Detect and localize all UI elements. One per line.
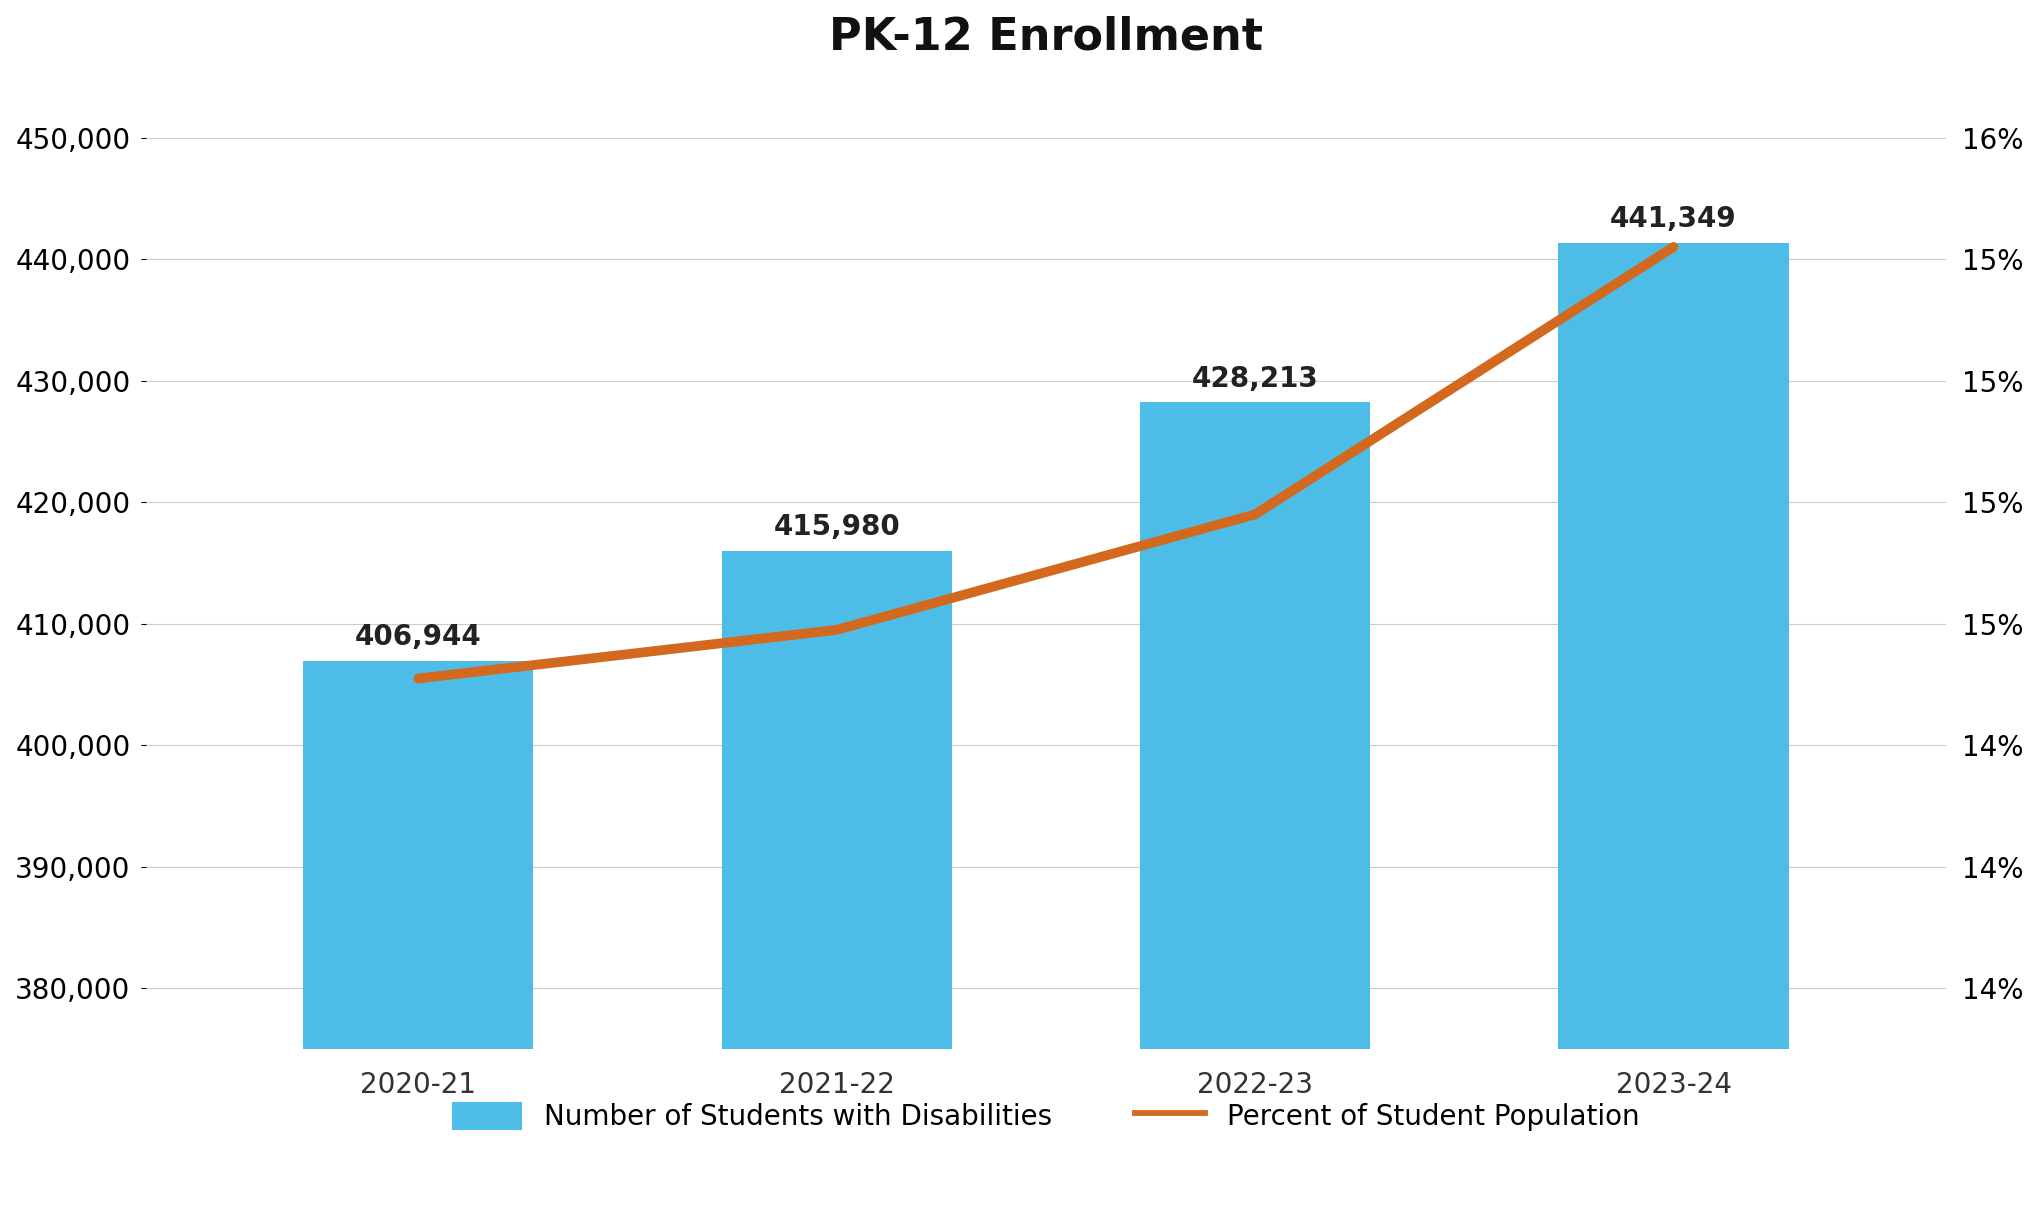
Text: 428,213: 428,213: [1192, 365, 1319, 393]
Text: 406,944: 406,944: [355, 623, 481, 651]
Bar: [304, 661, 534, 1228]
Text: 441,349: 441,349: [1610, 205, 1736, 233]
Bar: [721, 551, 952, 1228]
Bar: [1559, 243, 1789, 1228]
Legend: Number of Students with Disabilities, Percent of Student Population: Number of Students with Disabilities, Pe…: [440, 1090, 1651, 1142]
Text: 415,980: 415,980: [772, 513, 901, 542]
Bar: [1139, 403, 1370, 1228]
Title: PK-12 Enrollment: PK-12 Enrollment: [829, 15, 1264, 58]
